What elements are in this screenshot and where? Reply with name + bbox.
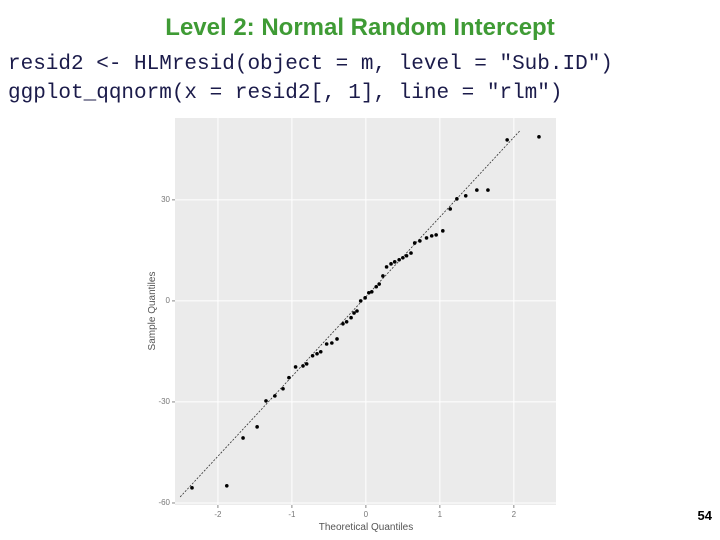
- point: [304, 362, 309, 366]
- point: [434, 233, 438, 237]
- point: [392, 260, 397, 264]
- point: [463, 194, 468, 198]
- point: [389, 262, 393, 266]
- point: [293, 365, 298, 369]
- point: [363, 296, 367, 300]
- x-tick-label: 1: [438, 510, 443, 519]
- y-tick-label: -60: [158, 498, 170, 507]
- x-tick-label: 0: [364, 510, 369, 519]
- point: [349, 315, 353, 320]
- point: [330, 341, 334, 345]
- x-tick-label: -1: [288, 510, 296, 519]
- point: [281, 386, 285, 391]
- point: [273, 394, 277, 398]
- y-tick-label: 0: [166, 296, 171, 305]
- point: [241, 436, 245, 440]
- point: [404, 253, 409, 258]
- x-tick-label: -2: [214, 510, 222, 519]
- point: [367, 291, 371, 295]
- point: [401, 255, 405, 260]
- reference-line: [179, 129, 521, 498]
- point: [505, 138, 509, 142]
- point: [344, 319, 349, 324]
- point: [190, 486, 194, 490]
- page-number: 54: [698, 508, 713, 523]
- code-line: ggplot_qqnorm(x = resid2[, 1], line = "r…: [8, 82, 563, 105]
- point: [475, 188, 479, 192]
- point: [424, 236, 429, 240]
- point: [412, 241, 417, 245]
- point: [224, 484, 229, 488]
- point: [287, 375, 291, 380]
- point: [374, 284, 379, 289]
- point: [355, 309, 359, 313]
- y-tick-label: 30: [161, 195, 170, 204]
- point: [315, 351, 319, 356]
- point: [448, 207, 453, 211]
- point: [301, 364, 305, 368]
- point: [455, 197, 459, 201]
- point: [384, 265, 389, 269]
- y-axis-label: Sample Quantiles: [147, 272, 158, 351]
- point: [486, 188, 490, 192]
- y-tick-label: -30: [158, 397, 170, 406]
- x-axis-label: Theoretical Quantiles: [319, 522, 414, 533]
- point: [318, 349, 323, 354]
- point: [310, 353, 315, 358]
- point: [409, 251, 413, 255]
- x-tick-label: 2: [512, 510, 517, 519]
- point: [381, 274, 385, 278]
- point: [369, 289, 374, 294]
- point: [358, 299, 363, 303]
- point: [352, 311, 356, 315]
- point: [264, 399, 268, 403]
- point: [255, 425, 259, 429]
- point: [537, 135, 541, 139]
- point: [377, 282, 381, 286]
- point: [335, 337, 339, 341]
- code-line: resid2 <- HLMresid(object = m, level = "…: [8, 53, 613, 76]
- point: [441, 229, 445, 233]
- point: [397, 257, 401, 262]
- point: [324, 342, 329, 346]
- point: [418, 239, 422, 243]
- point: [429, 234, 434, 238]
- point: [341, 321, 345, 326]
- slide-title: Level 2: Normal Random Intercept: [165, 14, 554, 41]
